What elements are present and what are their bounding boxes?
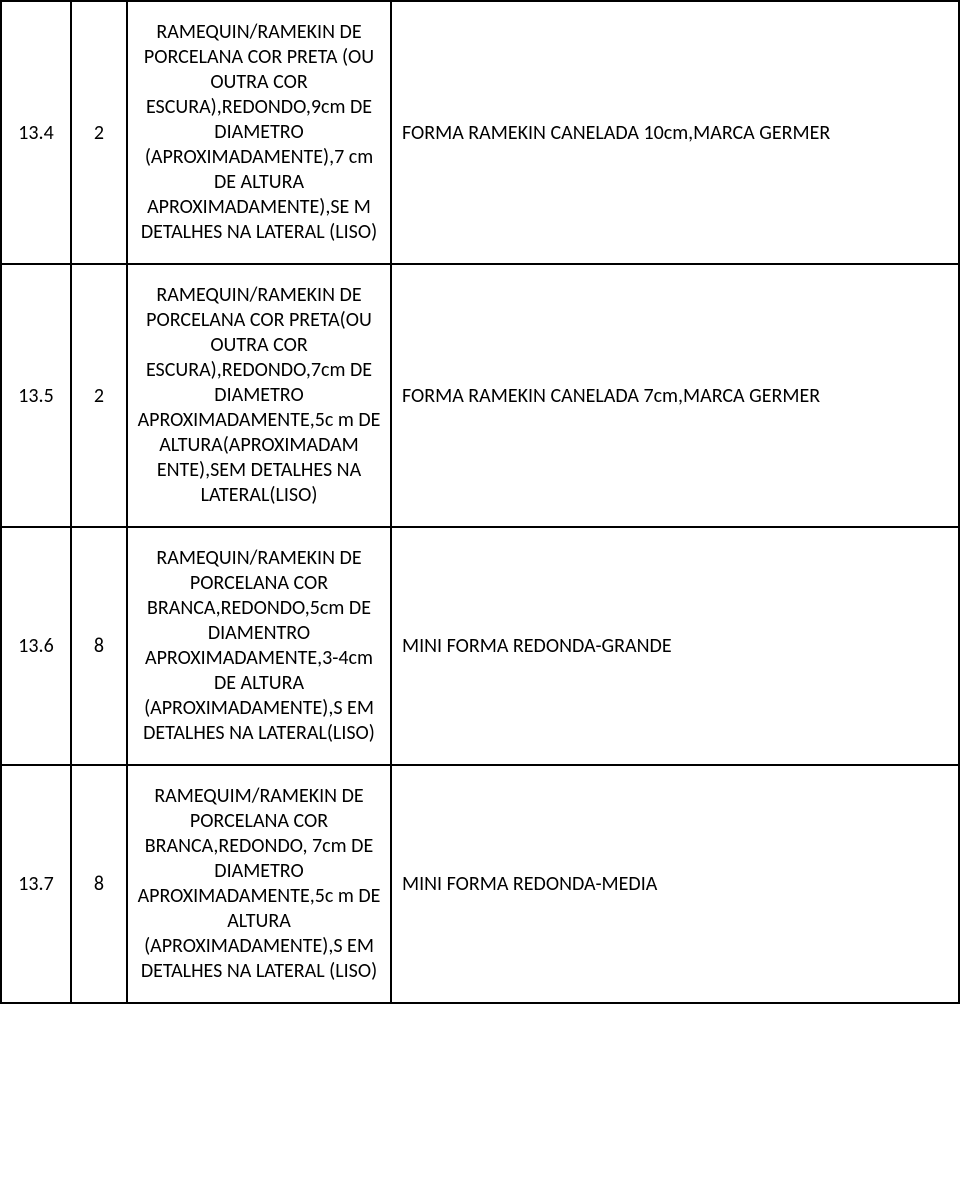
cell-qty: 8 (71, 765, 127, 1003)
cell-desc: RAMEQUIN/RAMEKIN DE PORCELANA COR BRANCA… (127, 527, 391, 765)
cell-id: 13.4 (1, 1, 71, 264)
cell-id: 13.7 (1, 765, 71, 1003)
items-tbody: 13.4 2 RAMEQUIN/RAMEKIN DE PORCELANA COR… (1, 1, 959, 1003)
cell-note: FORMA RAMEKIN CANELADA 10cm,MARCA GERMER (391, 1, 959, 264)
table-row: 13.4 2 RAMEQUIN/RAMEKIN DE PORCELANA COR… (1, 1, 959, 264)
table-row: 13.7 8 RAMEQUIM/RAMEKIN DE PORCELANA COR… (1, 765, 959, 1003)
cell-note: MINI FORMA REDONDA-GRANDE (391, 527, 959, 765)
items-table: 13.4 2 RAMEQUIN/RAMEKIN DE PORCELANA COR… (0, 0, 960, 1004)
cell-qty: 2 (71, 264, 127, 527)
cell-desc: RAMEQUIN/RAMEKIN DE PORCELANA COR PRETA(… (127, 264, 391, 527)
table-row: 13.6 8 RAMEQUIN/RAMEKIN DE PORCELANA COR… (1, 527, 959, 765)
cell-id: 13.6 (1, 527, 71, 765)
table-row: 13.5 2 RAMEQUIN/RAMEKIN DE PORCELANA COR… (1, 264, 959, 527)
cell-note: MINI FORMA REDONDA-MEDIA (391, 765, 959, 1003)
cell-id: 13.5 (1, 264, 71, 527)
cell-qty: 2 (71, 1, 127, 264)
cell-qty: 8 (71, 527, 127, 765)
cell-note: FORMA RAMEKIN CANELADA 7cm,MARCA GERMER (391, 264, 959, 527)
cell-desc: RAMEQUIN/RAMEKIN DE PORCELANA COR PRETA … (127, 1, 391, 264)
cell-desc: RAMEQUIM/RAMEKIN DE PORCELANA COR BRANCA… (127, 765, 391, 1003)
